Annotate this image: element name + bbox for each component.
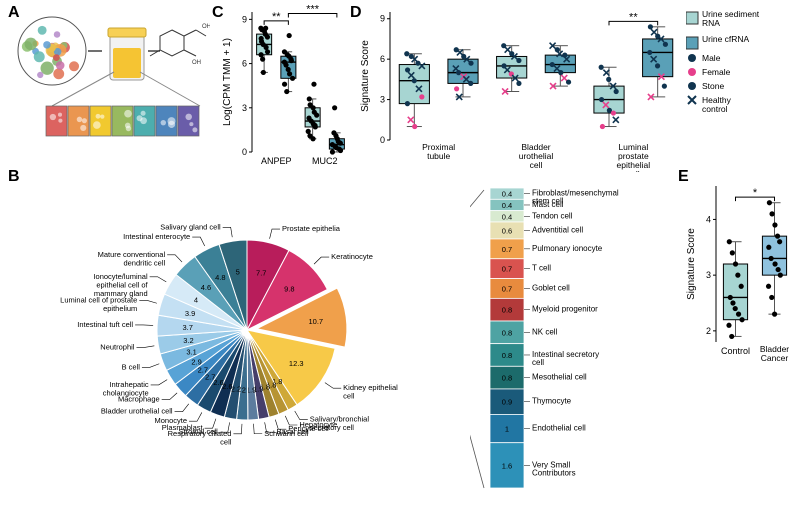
svg-text:Adventitial cell: Adventitial cell [532, 225, 583, 234]
svg-text:Neutrophil: Neutrophil [100, 342, 135, 351]
svg-text:0.4: 0.4 [502, 201, 512, 210]
svg-text:2: 2 [242, 385, 246, 394]
svg-text:Schwann cell: Schwann cell [264, 429, 309, 438]
svg-text:1.6: 1.6 [502, 461, 512, 470]
svg-text:0.4: 0.4 [502, 190, 512, 199]
svg-text:**: ** [272, 11, 281, 23]
svg-text:Urine cfRNA: Urine cfRNA [702, 34, 750, 44]
svg-text:MUC2: MUC2 [312, 156, 338, 166]
svg-text:5: 5 [236, 267, 240, 276]
svg-text:6: 6 [380, 54, 385, 64]
svg-text:Mesothelial cell: Mesothelial cell [532, 373, 587, 382]
svg-text:0.6: 0.6 [502, 226, 512, 235]
svg-text:cell: cell [530, 160, 543, 170]
svg-text:Female: Female [702, 67, 731, 77]
svg-text:0.7: 0.7 [502, 245, 512, 254]
svg-text:Log(CPM TMM + 1): Log(CPM TMM + 1) [222, 38, 233, 126]
svg-text:1: 1 [505, 425, 509, 434]
svg-text:Urine sedimentRNA: Urine sedimentRNA [702, 9, 760, 28]
svg-text:Male: Male [702, 53, 721, 63]
svg-text:9.8: 9.8 [284, 284, 294, 293]
svg-text:Prostate epithelia: Prostate epithelia [282, 224, 341, 233]
svg-text:Intestinal enterocyte: Intestinal enterocyte [123, 232, 190, 241]
svg-text:0: 0 [242, 147, 247, 157]
svg-text:***: *** [306, 4, 320, 15]
svg-text:Endothelial cell: Endothelial cell [532, 424, 586, 433]
svg-text:12.3: 12.3 [289, 359, 304, 368]
svg-text:Luminal cell of prostateepithe: Luminal cell of prostateepithelium [60, 295, 137, 313]
svg-text:Myeloid progenitor: Myeloid progenitor [532, 305, 598, 314]
panel-e-boxplot: 234Signature ScoreControlBladderCancer* [682, 176, 798, 376]
svg-text:4: 4 [194, 296, 198, 305]
svg-text:Tendon cell: Tendon cell [532, 211, 573, 220]
svg-text:3.7: 3.7 [182, 323, 192, 332]
svg-text:**: ** [629, 11, 638, 23]
svg-text:0.8: 0.8 [502, 306, 512, 315]
svg-text:Bladder urothelial cell: Bladder urothelial cell [101, 407, 173, 416]
svg-text:0.7: 0.7 [502, 284, 512, 293]
svg-text:9: 9 [242, 14, 247, 24]
svg-text:Intestinal tuft cell: Intestinal tuft cell [77, 320, 133, 329]
panel-d-legend: Urine sedimentRNA Urine cfRNA Male Female St… [686, 8, 796, 128]
svg-text:2.9: 2.9 [191, 357, 201, 366]
panel-a-illustration: OH OH [10, 6, 210, 171]
svg-text:3.2: 3.2 [183, 336, 193, 345]
svg-text:Signature Score: Signature Score [686, 228, 697, 300]
svg-text:9: 9 [380, 14, 385, 24]
svg-text:NK cell: NK cell [532, 327, 558, 336]
svg-text:Keratinocyte: Keratinocyte [331, 252, 373, 261]
svg-text:Intestinal secretorycell: Intestinal secretorycell [532, 350, 599, 367]
svg-text:0: 0 [380, 135, 385, 145]
svg-text:*: * [753, 187, 758, 199]
svg-text:OH: OH [192, 60, 201, 66]
svg-text:2: 2 [706, 326, 711, 336]
svg-text:cell: cell [627, 169, 640, 172]
svg-text:tubule: tubule [427, 151, 450, 161]
svg-text:3: 3 [706, 270, 711, 280]
svg-text:2.7: 2.7 [198, 366, 208, 375]
svg-text:Thymocyte: Thymocyte [532, 397, 572, 406]
svg-text:0.8: 0.8 [502, 374, 512, 383]
svg-text:T cell: T cell [532, 264, 551, 273]
svg-text:3.1: 3.1 [186, 347, 196, 356]
svg-text:0.8: 0.8 [502, 351, 512, 360]
panel-b-pie: 7.7 Prostate epithelia 9.8 Keratinocyte 10.7… [2, 170, 482, 532]
svg-text:Signature Score: Signature Score [360, 40, 371, 112]
svg-text:4.6: 4.6 [201, 283, 211, 292]
svg-text:Very SmallContributors: Very SmallContributors [532, 460, 576, 477]
svg-text:0.9: 0.9 [502, 398, 512, 407]
svg-text:Monocyte: Monocyte [155, 416, 188, 425]
svg-text:6: 6 [242, 59, 247, 69]
panel-c-boxplot: 0369Log(CPM TMM + 1)ANPEPMUC2***** [218, 4, 353, 172]
svg-text:Kidney epithelialcell: Kidney epithelialcell [343, 383, 398, 401]
svg-text:ANPEP: ANPEP [261, 156, 292, 166]
svg-text:Intrahepaticcholangiocyte: Intrahepaticcholangiocyte [103, 380, 149, 398]
svg-text:OH: OH [202, 24, 210, 30]
svg-text:Cancer: Cancer [761, 353, 789, 363]
svg-text:3: 3 [242, 103, 247, 113]
svg-text:10.7: 10.7 [309, 317, 324, 326]
svg-text:0.8: 0.8 [502, 328, 512, 337]
svg-text:Mast cell: Mast cell [532, 200, 564, 209]
svg-text:Pulmonary ionocyte: Pulmonary ionocyte [532, 244, 603, 253]
svg-text:3: 3 [380, 95, 385, 105]
svg-text:Control: Control [721, 346, 750, 356]
svg-text:0.4: 0.4 [502, 212, 512, 221]
svg-text:Goblet cell: Goblet cell [532, 283, 570, 292]
svg-text:Mature conventionaldendritic c: Mature conventionaldendritic cell [98, 250, 166, 268]
svg-text:B cell: B cell [122, 362, 141, 371]
svg-text:4: 4 [706, 214, 711, 224]
svg-text:4.8: 4.8 [215, 273, 225, 282]
svg-text:Healthycontrol: Healthycontrol [702, 95, 732, 114]
panel-d-boxplot: 0369Signature ScoreProximaltubuleBladder… [356, 4, 686, 172]
svg-text:Ionocyte/luminalepithelial cel: Ionocyte/luminalepithelial cell ofmammar… [93, 272, 148, 298]
panel-b-small-contributors: 0.4Fibroblast/mesenchymalstem cell0.4Mas… [470, 184, 685, 504]
svg-text:Stone: Stone [702, 81, 724, 91]
svg-text:Salivary gland cell: Salivary gland cell [160, 222, 221, 231]
svg-text:7.7: 7.7 [256, 268, 266, 277]
svg-text:0.7: 0.7 [502, 265, 512, 274]
svg-text:3.9: 3.9 [185, 309, 195, 318]
